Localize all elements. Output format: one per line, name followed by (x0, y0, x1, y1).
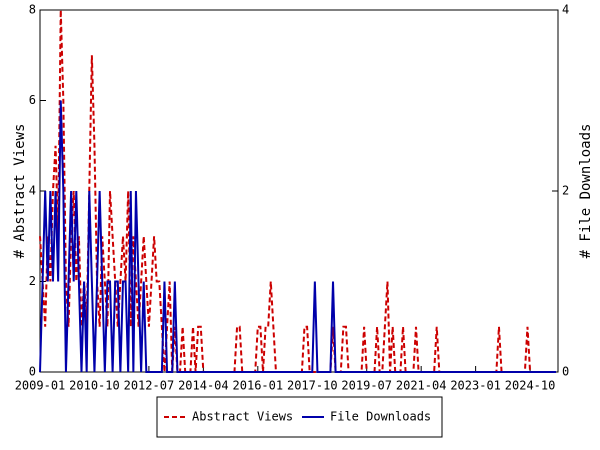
x-tick-label: 2021-04 (396, 379, 447, 393)
x-tick-label: 2016-01 (233, 379, 284, 393)
x-tick-label: 2014-04 (178, 379, 229, 393)
legend-label: File Downloads (330, 410, 431, 424)
legend-label: Abstract Views (192, 410, 293, 424)
y2-tick-label: 4 (562, 3, 569, 17)
y-tick-label: 8 (29, 3, 36, 17)
y-tick-label: 6 (29, 93, 36, 107)
x-tick-label: 2024-10 (505, 379, 556, 393)
y2-tick-label: 0 (562, 365, 569, 379)
x-tick-label: 2019-07 (341, 379, 392, 393)
y-tick-label: 4 (29, 184, 36, 198)
y2-tick-label: 2 (562, 184, 569, 198)
y-tick-label: 2 (29, 274, 36, 288)
x-tick-label: 2009-01 (15, 379, 66, 393)
legend-box (156, 396, 443, 438)
x-tick-label: 2010-10 (69, 379, 120, 393)
series-line (39, 100, 557, 373)
y-axis-title: # Abstract Views (12, 124, 28, 259)
series-line (39, 9, 557, 373)
y2-axis-title: # File Downloads (578, 124, 594, 259)
x-tick-label: 2012-07 (124, 379, 175, 393)
x-tick-label: 2023-01 (450, 379, 501, 393)
y-tick-label: 0 (29, 365, 36, 379)
x-tick-label: 2017-10 (287, 379, 338, 393)
